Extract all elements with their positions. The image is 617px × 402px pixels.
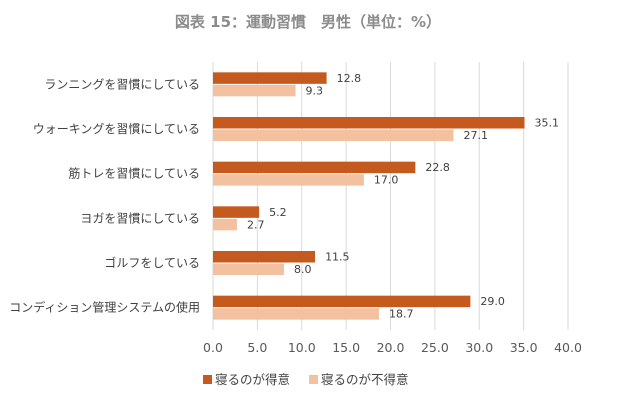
chart-title: 図表 15：運動習慣 男性（単位：%）	[175, 13, 441, 31]
gridlines	[212, 62, 569, 330]
category-labels: ランニングを習慣にしているウォーキングを習慣にしている筋トレを習慣にしているヨガ…	[9, 76, 200, 314]
bar	[213, 295, 471, 308]
bar	[213, 84, 296, 97]
bar	[213, 206, 260, 218]
data-label: 12.8	[337, 72, 362, 85]
category-label: ランニングを習慣にしている	[44, 76, 200, 91]
data-label: 17.0	[374, 174, 399, 187]
category-label: ゴルフをしている	[104, 255, 200, 270]
data-label: 11.5	[325, 251, 350, 264]
bar	[213, 129, 454, 141]
data-label: 18.7	[389, 308, 414, 321]
bar	[213, 174, 364, 186]
x-tick-label: 30.0	[465, 340, 493, 355]
x-tick-label: 25.0	[421, 340, 449, 355]
legend-label: 寝るのが不得意	[321, 372, 409, 387]
data-label: 35.1	[535, 117, 560, 130]
x-tick-label: 0.0	[203, 340, 223, 355]
bars: 12.8 9.3 35.1 27.1 22.8 17.0 5.2 2.7 11.5 8.0 29.0…	[213, 72, 559, 321]
bar	[213, 161, 416, 174]
x-tick-label: 10.0	[288, 340, 316, 355]
x-tick-label: 15.0	[332, 340, 360, 355]
data-label: 9.3	[306, 84, 324, 97]
x-tick-label: 35.0	[510, 340, 538, 355]
bar	[213, 263, 284, 275]
bar	[213, 218, 237, 231]
legend-swatch	[309, 375, 318, 384]
x-tick-label: 5.0	[247, 340, 267, 355]
data-label: 27.1	[464, 129, 489, 142]
x-tick-label: 20.0	[377, 340, 405, 355]
data-label: 22.8	[425, 161, 450, 174]
data-label: 5.2	[269, 206, 287, 219]
legend-label: 寝るのが得意	[215, 372, 290, 387]
category-label: コンディション管理システムの使用	[9, 300, 200, 315]
category-label: ウォーキングを習慣にしている	[33, 121, 200, 136]
legend-swatch	[203, 375, 212, 384]
data-label: 29.0	[480, 295, 505, 308]
legend: 寝るのが得意 寝るのが不得意	[203, 372, 409, 387]
bar	[213, 117, 525, 129]
bar	[213, 308, 379, 320]
bar	[213, 251, 316, 263]
data-label: 2.7	[247, 218, 265, 231]
category-label: 筋トレを習慣にしている	[68, 166, 200, 181]
data-label: 8.0	[294, 263, 312, 276]
x-tick-label: 40.0	[554, 340, 582, 355]
category-label: ヨガを習慣にしている	[80, 210, 200, 225]
x-tick-labels: 0.0 5.0 10.0 15.0 20.0 25.0 30.0 35.0 40.0	[203, 340, 582, 355]
bar	[213, 72, 327, 84]
